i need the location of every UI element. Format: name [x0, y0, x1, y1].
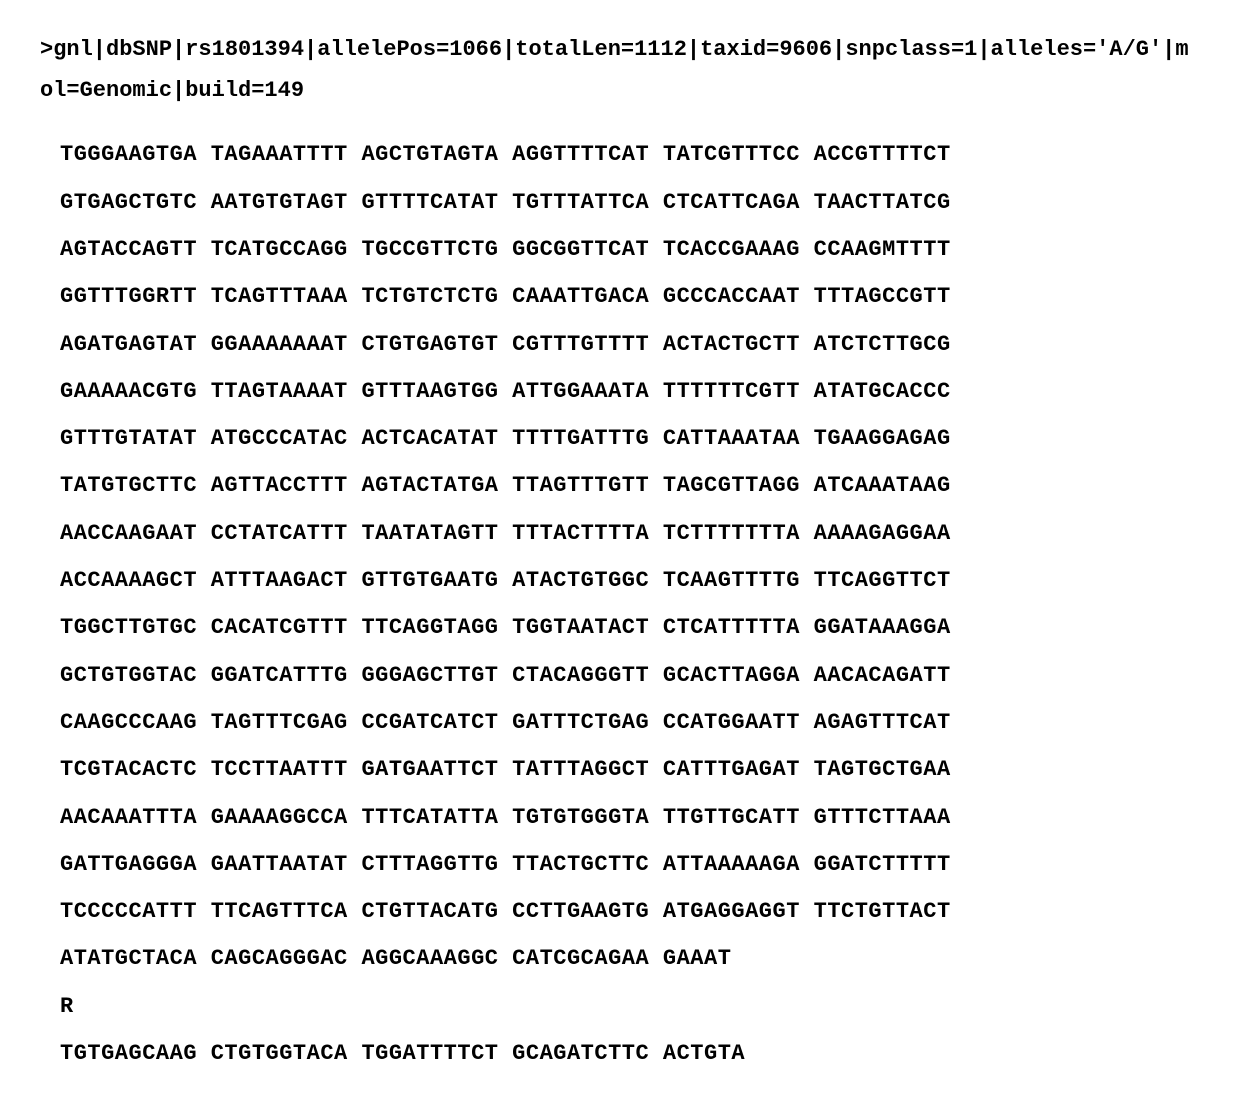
- sequence-block: TGGGAAGTGA TAGAAATTTT AGCTGTAGTA AGGTTTT…: [40, 131, 1200, 1077]
- fasta-header: >gnl|dbSNP|rs1801394|allelePos=1066|tota…: [40, 30, 1200, 111]
